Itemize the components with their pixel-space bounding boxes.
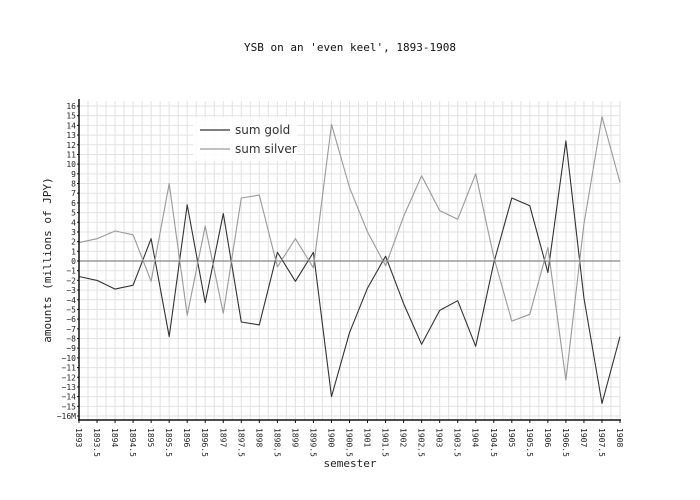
series-line-sum-gold — [78, 140, 621, 404]
y-tick-label: −12 — [62, 373, 77, 382]
y-axis-title: amounts (millions of JPY) — [41, 177, 54, 343]
y-tick-labels: −16M−15−14−13−12−11−10−9−8−7−6−5−4−3−2−1… — [57, 102, 79, 421]
x-tick-label: 1894 — [110, 428, 119, 447]
x-tick-label: 1899 — [290, 428, 299, 447]
y-tick-label: −3 — [66, 286, 76, 295]
legend-box — [193, 117, 297, 161]
x-tick-label: 1893 — [74, 428, 83, 447]
y-tick-label: −6 — [66, 315, 76, 324]
x-tick-label: 1901.5 — [381, 428, 390, 457]
y-tick-label: −11 — [62, 364, 77, 373]
x-tick-labels: 1893 1893.5 1894 1894.5 1895 1895.5 1896 1896.5… — [74, 420, 624, 457]
y-tick-label: 0 — [71, 257, 76, 266]
y-tick-label: 10 — [66, 160, 76, 169]
y-tick-label: −4 — [66, 296, 76, 305]
x-tick-label: 1894.5 — [128, 428, 137, 457]
series-line-sum-silver — [78, 116, 621, 381]
legend-label: sum silver — [235, 142, 297, 156]
y-tick-label: −15 — [62, 402, 77, 411]
y-tick-label: −9 — [66, 344, 76, 353]
y-tick-label: −8 — [66, 335, 76, 344]
x-tick-label: 1895.5 — [164, 428, 173, 457]
y-tick-label: −13 — [62, 383, 77, 392]
legend: sum gold sum silver — [193, 117, 297, 161]
legend-label: sum gold — [235, 123, 290, 137]
x-tick-label: 1895 — [146, 428, 155, 447]
series-layer — [78, 116, 621, 404]
x-tick-label: 1902.5 — [417, 428, 426, 457]
y-tick-label: −14 — [62, 393, 77, 402]
y-tick-label: −7 — [66, 325, 76, 334]
x-tick-label: 1903 — [435, 428, 444, 447]
x-tick-label: 1907.5 — [597, 428, 606, 457]
x-tick-label: 1898.5 — [272, 428, 281, 457]
y-tick-label: 3 — [71, 228, 76, 237]
x-tick-label: 1902 — [399, 428, 408, 447]
x-tick-label: 1896.5 — [200, 428, 209, 457]
y-tick-label: −1 — [66, 267, 76, 276]
x-tick-label: 1899.5 — [308, 428, 317, 457]
y-tick-label: 8 — [71, 180, 76, 189]
x-tick-label: 1906.5 — [561, 428, 570, 457]
y-tick-label: 15 — [66, 112, 76, 121]
x-tick-label: 1904 — [471, 428, 480, 447]
x-tick-label: 1906 — [543, 428, 552, 447]
y-tick-label: 11 — [66, 150, 76, 159]
y-tick-label: −10 — [62, 354, 77, 363]
grid-layer — [78, 101, 621, 420]
y-tick-label: 7 — [71, 189, 76, 198]
y-tick-label: 14 — [66, 121, 76, 130]
x-tick-label: 1897.5 — [236, 428, 245, 457]
y-tick-label: 9 — [71, 170, 76, 179]
y-tick-label: 2 — [71, 238, 76, 247]
y-tick-label: 13 — [66, 131, 76, 140]
y-tick-label: 1 — [71, 247, 76, 256]
x-tick-label: 1893.5 — [92, 428, 101, 457]
x-tick-label: 1897 — [218, 428, 227, 447]
y-tick-label: 6 — [71, 199, 76, 208]
x-tick-label: 1907 — [579, 428, 588, 447]
x-tick-label: 1908 — [615, 428, 624, 447]
x-tick-label: 1904.5 — [489, 428, 498, 457]
x-axis-title: semester — [324, 457, 377, 470]
chart-title: YSB on an 'even keel', 1893-1908 — [244, 41, 456, 54]
y-tick-label: 16 — [66, 102, 76, 111]
y-tick-label: −5 — [66, 305, 76, 314]
y-tick-label: 5 — [71, 209, 76, 218]
x-tick-label: 1896 — [182, 428, 191, 447]
y-tick-label: 12 — [66, 141, 76, 150]
y-tick-label: −16M — [57, 412, 76, 421]
x-tick-label: 1901 — [363, 428, 372, 447]
x-tick-label: 1900 — [327, 428, 336, 447]
x-tick-label: 1905.5 — [525, 428, 534, 457]
x-tick-label: 1900.5 — [345, 428, 354, 457]
y-tick-label: 4 — [71, 218, 76, 227]
y-tick-label: −2 — [66, 276, 76, 285]
x-tick-label: 1903.5 — [453, 428, 462, 457]
x-tick-label: 1905 — [507, 428, 516, 447]
x-tick-label: 1898 — [254, 428, 263, 447]
